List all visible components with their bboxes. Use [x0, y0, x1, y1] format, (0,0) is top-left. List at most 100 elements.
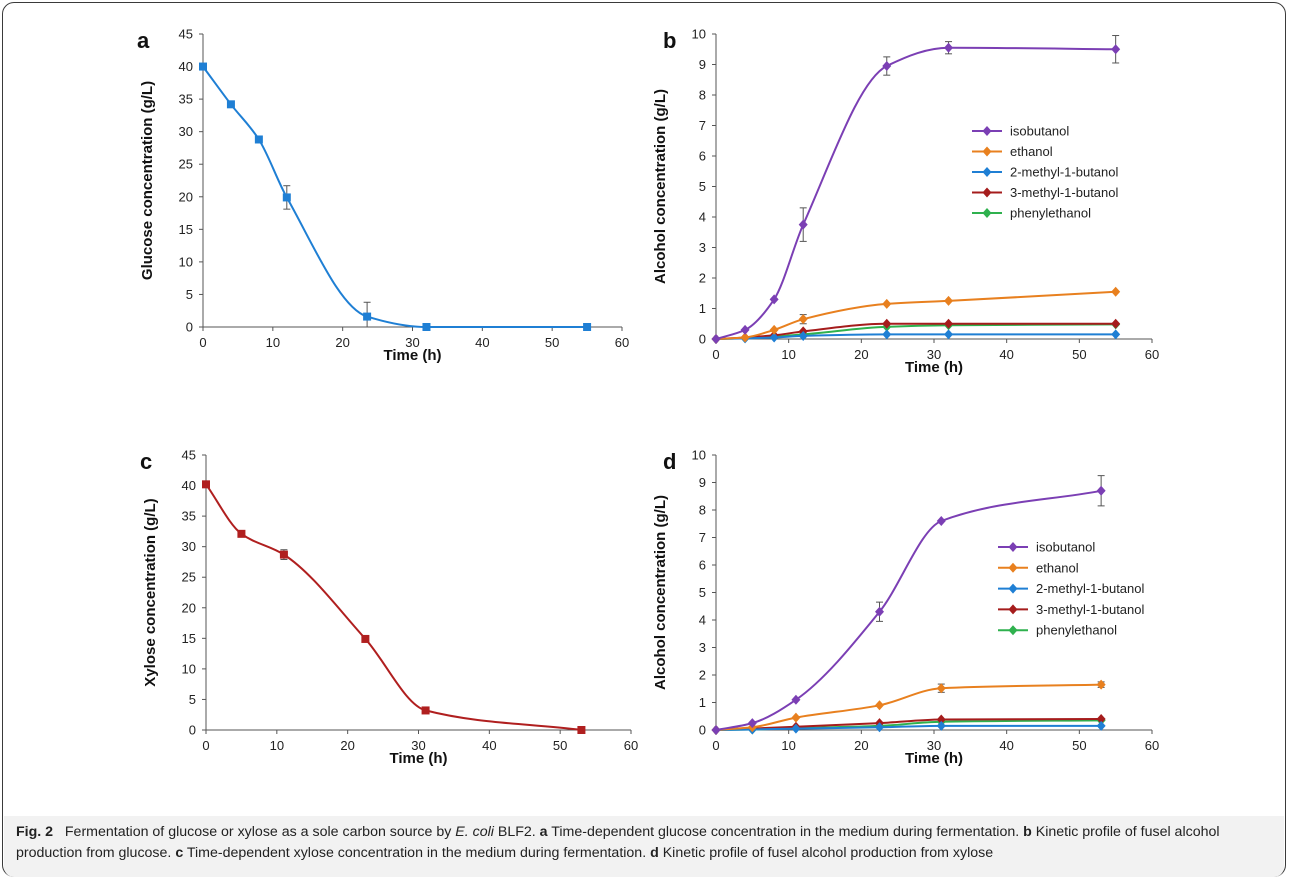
x-tick-label: 60	[624, 738, 638, 753]
caption-d-label: d	[650, 845, 659, 861]
caption-c-label: c	[175, 845, 184, 861]
data-point	[875, 722, 884, 733]
y-axis-title: Xylose concentration (g/L)	[142, 498, 159, 686]
y-tick-label: 40	[179, 59, 193, 74]
series-line	[715, 46, 1116, 340]
caption-background	[4, 816, 1284, 877]
y-tick-label: 4	[699, 613, 706, 628]
panel-letter: a	[137, 28, 150, 53]
y-axis-title: Alcohol concentration (g/L)	[652, 89, 669, 284]
data-point	[791, 723, 801, 734]
y-tick-label: 20	[179, 189, 193, 204]
x-tick-label: 60	[1145, 347, 1159, 362]
x-tick-label: 0	[199, 335, 206, 350]
x-tick-label: 40	[482, 738, 496, 753]
x-tick-label: 30	[411, 738, 425, 753]
y-tick-label: 5	[699, 179, 706, 194]
x-tick-label: 0	[712, 347, 719, 362]
data-point	[798, 219, 808, 230]
y-tick-label: 9	[699, 57, 706, 72]
x-tick-label: 50	[545, 335, 559, 350]
chart-panel-c: 0 5 10 15 20 25 30 35 40 45 0 10 20 30 40 50 60 Time (h) X…	[140, 448, 638, 768]
x-tick-label: 0	[712, 738, 719, 753]
caption-b-label: b	[1023, 824, 1032, 840]
legend-marker	[982, 146, 992, 157]
legend-marker	[982, 208, 992, 218]
x-tick-label: 50	[1072, 738, 1086, 753]
x-tick-label: 30	[405, 335, 419, 350]
x-tick-label: 60	[615, 335, 629, 350]
x-tick-label: 40	[999, 347, 1013, 362]
legend-marker	[982, 126, 992, 136]
caption-a-text: Time-dependent glucose concentration in …	[551, 824, 1020, 840]
x-tick-label: 20	[340, 738, 354, 753]
data-point	[254, 135, 263, 144]
data-point	[882, 298, 892, 309]
x-axis-title: Time (h)	[389, 750, 447, 767]
data-point	[882, 318, 892, 329]
caption-c-text: Time-dependent xylose concentration in t…	[186, 845, 647, 861]
data-point	[422, 323, 431, 331]
data-point	[1111, 318, 1121, 329]
x-axis-title: Time (h)	[905, 359, 963, 376]
panel-letter: b	[663, 28, 676, 53]
y-tick-label: 0	[699, 332, 706, 347]
data-point	[791, 712, 801, 723]
legend: isobutanol ethanol 2-methyl-1-butanol 3-met…	[972, 124, 1118, 221]
y-tick-label: 8	[699, 503, 706, 518]
caption-d-text: Kinetic profile of fusel alcohol product…	[662, 845, 994, 861]
y-tick-label: 15	[179, 222, 193, 237]
data-point	[798, 330, 808, 341]
legend-marker	[982, 167, 992, 177]
caption-intro: Fermentation of glucose or xylose as a s…	[64, 824, 452, 840]
y-tick-label: 2	[699, 668, 706, 683]
data-point	[798, 314, 808, 325]
data-point	[944, 42, 954, 53]
panel-letter: c	[140, 449, 152, 474]
panel-letter: d	[663, 449, 676, 474]
y-tick-label: 10	[182, 661, 196, 676]
legend-label: isobutanol	[1036, 540, 1095, 555]
y-tick-label: 30	[182, 539, 196, 554]
y-tick-label: 1	[699, 301, 706, 316]
x-tick-label: 10	[270, 738, 284, 753]
legend-label: 2-methyl-1-butanol	[1036, 581, 1144, 596]
x-tick-label: 40	[475, 335, 489, 350]
y-tick-label: 25	[182, 570, 196, 585]
y-tick-label: 15	[182, 631, 196, 646]
y-tick-label: 6	[699, 558, 706, 573]
x-tick-label: 10	[266, 335, 280, 350]
x-tick-label: 30	[927, 738, 941, 753]
y-tick-label: 2	[699, 271, 706, 286]
y-tick-label: 4	[699, 210, 706, 225]
x-tick-label: 10	[781, 738, 795, 753]
figure-caption: Fig. 2 Fermentation of glucose or xylose…	[16, 822, 1271, 864]
series-isobutanol	[711, 475, 1106, 735]
y-tick-label: 1	[699, 695, 706, 710]
y-tick-label: 3	[699, 240, 706, 255]
y-tick-label: 0	[189, 723, 196, 738]
data-point	[577, 726, 586, 734]
legend-label: 3-methyl-1-butanol	[1036, 602, 1144, 617]
x-tick-label: 40	[999, 738, 1013, 753]
data-point	[936, 720, 946, 731]
data-point	[361, 634, 370, 643]
data-point	[1096, 485, 1106, 496]
y-tick-label: 0	[699, 723, 706, 738]
data-point	[740, 332, 750, 343]
data-point	[1111, 329, 1121, 340]
data-point	[882, 61, 892, 72]
data-point	[1096, 720, 1106, 731]
data-point	[882, 329, 892, 340]
legend-label: phenylethanol	[1010, 206, 1091, 221]
data-point	[199, 62, 207, 71]
y-axis-title: Alcohol concentration (g/L)	[652, 495, 669, 690]
y-tick-label: 5	[186, 287, 193, 302]
data-point	[421, 706, 430, 715]
legend-label: ethanol	[1010, 144, 1053, 159]
x-tick-label: 20	[854, 738, 868, 753]
legend-marker	[1008, 542, 1018, 552]
data-point	[769, 324, 779, 335]
